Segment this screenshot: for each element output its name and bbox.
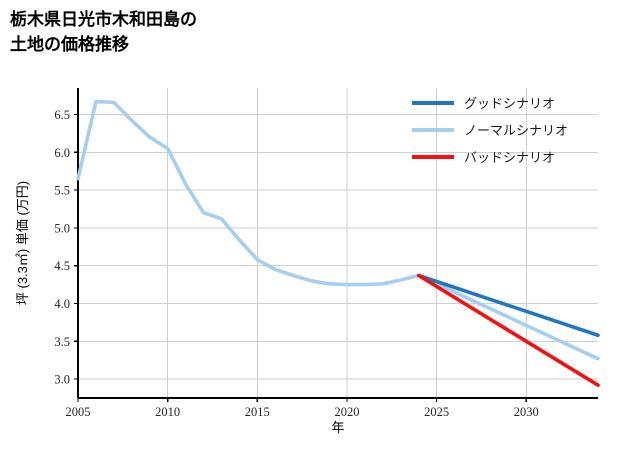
x-tick-label: 2015: [245, 405, 270, 419]
series-line-0: [416, 273, 600, 338]
x-tick-label: 2020: [334, 405, 359, 419]
x-axis-tick-labels: 2005 2010 2015 2020 2025 2030: [66, 405, 539, 419]
y-tick-label: 3.5: [54, 335, 70, 349]
y-tick-label: 5.5: [54, 184, 70, 198]
page-title-line-2: 土地の価格推移: [10, 34, 129, 54]
series-layer: [76, 99, 600, 387]
y-tick-label: 6.5: [54, 108, 70, 122]
legend-label-1: ノーマルシナリオ: [464, 123, 568, 138]
series-line-2: [416, 273, 600, 387]
tickmarks: [74, 113, 527, 402]
legend-label-2: バッドシナリオ: [464, 150, 555, 165]
series-line-1: [76, 99, 600, 361]
y-tick-label: 5.0: [54, 221, 70, 235]
y-axis-title: 坪 (3.3㎡) 単価 (万円): [15, 181, 30, 305]
gridlines: [77, 88, 598, 398]
y-tick-label: 4.5: [54, 259, 70, 273]
page-title-line-1: 栃木県日光市木和田島の: [10, 10, 197, 29]
legend-label-0: グッドシナリオ: [464, 96, 555, 111]
y-axis-tick-labels: 3.0 3.5 4.0 4.5 5.0 5.5 6.0 6.5: [54, 108, 70, 387]
x-tick-label: 2010: [155, 405, 180, 419]
y-tick-label: 6.0: [54, 146, 70, 160]
x-tick-label: 2030: [514, 405, 539, 419]
x-tick-label: 2005: [66, 405, 91, 419]
x-axis-title: 年: [331, 420, 344, 435]
page-title: 栃木県日光市木和田島の 土地の価格推移: [10, 8, 197, 57]
y-tick-label: 4.0: [54, 297, 70, 311]
x-tick-label: 2025: [424, 405, 449, 419]
y-tick-label: 3.0: [54, 373, 70, 387]
